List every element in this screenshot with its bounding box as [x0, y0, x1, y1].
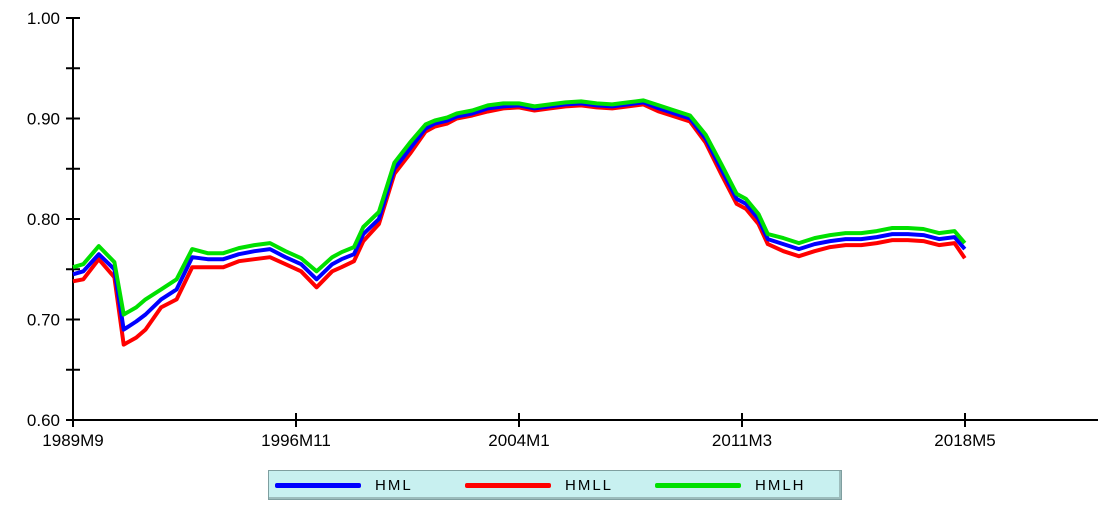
legend: HML HMLL HMLH: [268, 470, 842, 500]
y-tick-label: 0.70: [27, 311, 60, 330]
legend-label-hmlh: HMLH: [755, 476, 806, 494]
legend-swatch-hmll: [465, 482, 551, 488]
series-line-hmlh: [72, 98, 967, 317]
legend-swatch-hmlh: [655, 482, 741, 488]
legend-label-hmll: HMLL: [565, 476, 614, 494]
x-tick-label: 2018M5: [934, 431, 995, 450]
legend-swatch-hml: [275, 482, 361, 488]
x-axis-ticks: 1989M9 1996M11 2004M1 2011M3 2018M5: [42, 413, 996, 450]
y-tick-label: 0.90: [27, 110, 60, 129]
legend-item-hml: HML: [269, 477, 459, 494]
y-tick-label: 1.00: [27, 9, 60, 28]
y-axis-ticks: 0.60 0.70 0.80 0.90 1.00: [27, 9, 80, 430]
legend-item-hmll: HMLL: [459, 477, 649, 494]
x-tick-label: 2004M1: [488, 431, 549, 450]
series-lines: [72, 98, 967, 347]
legend-item-hmlh: HMLH: [649, 477, 839, 494]
series-line-hml: [72, 100, 967, 332]
y-tick-label: 0.60: [27, 411, 60, 430]
x-tick-label: 1989M9: [42, 431, 103, 450]
series-line-hmll: [72, 102, 967, 347]
y-tick-label: 0.80: [27, 210, 60, 229]
legend-label-hml: HML: [375, 476, 413, 494]
x-tick-label: 1996M11: [261, 431, 331, 450]
x-tick-label: 2011M3: [712, 431, 772, 450]
